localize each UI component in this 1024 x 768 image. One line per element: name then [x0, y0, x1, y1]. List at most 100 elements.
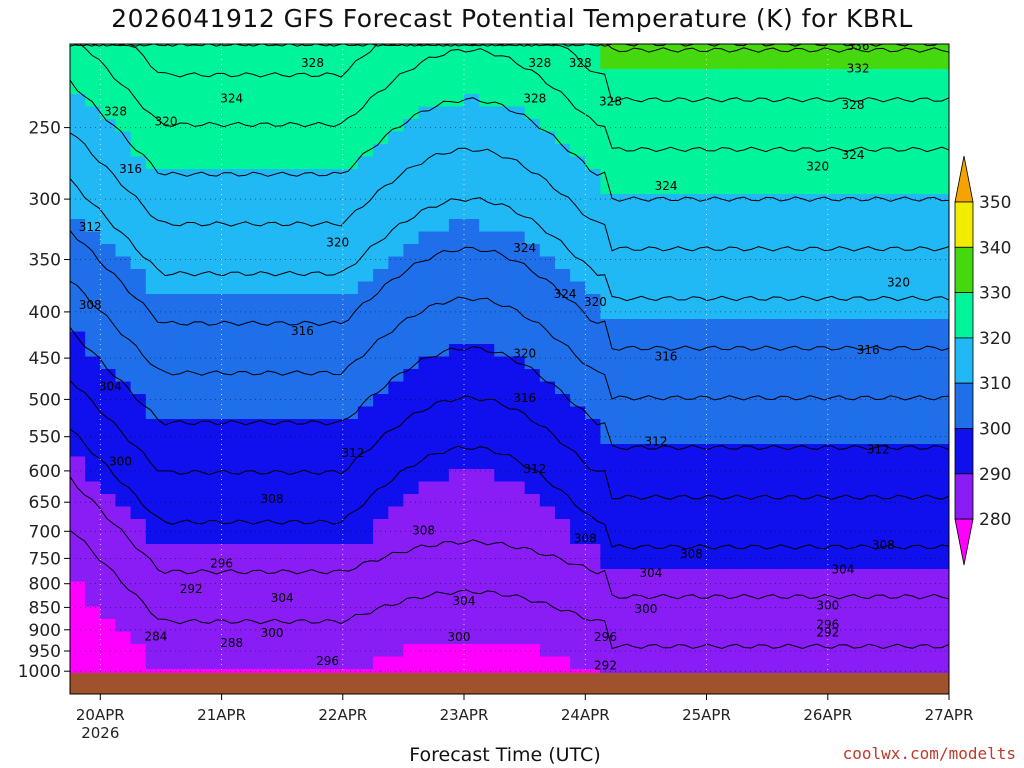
field-cell [388, 356, 405, 370]
field-cell [70, 369, 86, 383]
field-cell [782, 606, 799, 620]
field-cell [448, 606, 465, 620]
field-cell [418, 194, 435, 208]
field-cell [236, 256, 253, 270]
field-cell [176, 119, 192, 133]
field-cell [903, 344, 920, 358]
field-cell [676, 144, 692, 158]
field-cell [282, 406, 298, 420]
field-cell [842, 594, 859, 608]
field-cell [691, 519, 708, 533]
field-cell [827, 344, 844, 358]
contour-label: 296 [816, 618, 839, 632]
field-cell [827, 281, 844, 295]
field-cell [630, 444, 647, 458]
field-cell [282, 81, 298, 95]
y-tick-label: 250 [29, 119, 61, 139]
field-cell [767, 94, 783, 108]
field-cell [721, 169, 738, 183]
field-cell [706, 556, 723, 570]
field-cell [342, 269, 359, 283]
field-cell [645, 356, 662, 370]
field-cell [282, 344, 298, 358]
field-cell [176, 506, 192, 520]
field-cell [145, 44, 162, 58]
field-cell [464, 394, 480, 408]
field-cell [752, 231, 768, 245]
field-cell [130, 369, 147, 383]
field-cell [645, 369, 662, 383]
field-cell [312, 294, 329, 308]
field-cell [494, 644, 511, 658]
field-cell [645, 419, 662, 433]
field-cell [342, 594, 359, 608]
field-cell [236, 656, 253, 670]
field-cell [479, 619, 495, 633]
field-cell [858, 569, 874, 583]
field-cell [858, 181, 874, 195]
field-cell [736, 144, 753, 158]
field-cell [70, 619, 86, 633]
field-cell [842, 619, 859, 633]
field-cell [115, 294, 132, 308]
field-cell [100, 244, 117, 258]
y-tick-label: 450 [29, 349, 61, 369]
field-cell [509, 244, 526, 258]
field-cell [782, 619, 799, 633]
field-cell [524, 369, 541, 383]
field-cell [479, 244, 495, 258]
field-cell [327, 256, 344, 270]
contour-line [70, 230, 949, 351]
field-cell [827, 619, 844, 633]
field-cell [903, 369, 920, 383]
field-cell [388, 319, 405, 333]
field-cell [797, 144, 814, 158]
field-cell [736, 256, 753, 270]
field-cell [100, 294, 117, 308]
field-cell [115, 81, 132, 95]
field-cell [827, 269, 844, 283]
field-cell [676, 656, 692, 670]
field-cell [873, 231, 889, 245]
field-cell [115, 219, 132, 233]
field-cell [661, 194, 677, 208]
field-cell [373, 81, 389, 95]
field-cell [812, 231, 829, 245]
field-cell [267, 281, 283, 295]
field-cell [388, 281, 405, 295]
field-cell [539, 456, 556, 470]
contour-label: 312 [867, 442, 890, 456]
field-cell [645, 81, 662, 95]
field-cell [812, 419, 829, 433]
field-cell [357, 656, 374, 670]
contour-line [72, 44, 949, 53]
field-cell [797, 444, 814, 458]
field-cell [100, 131, 117, 145]
field-cell [600, 281, 617, 295]
field-cell [630, 394, 647, 408]
field-cell [555, 319, 571, 333]
field-cell [312, 344, 329, 358]
field-cell [206, 81, 223, 95]
field-cell [615, 644, 632, 658]
field-cell [115, 269, 132, 283]
field-cell [858, 69, 874, 83]
field-cell [221, 544, 238, 558]
field-cell [706, 169, 723, 183]
field-cell [736, 56, 753, 70]
field-cell [388, 456, 405, 470]
field-cell [176, 606, 192, 620]
field-cell [312, 394, 329, 408]
field-cell [903, 569, 920, 583]
field-cell [494, 194, 511, 208]
field-cell [206, 444, 223, 458]
field-cell [676, 169, 692, 183]
field-cell [342, 481, 359, 495]
credit-link[interactable]: coolwx.com/modelts [842, 744, 1016, 763]
field-cell [145, 306, 162, 320]
field-cell [267, 306, 283, 320]
field-cell [342, 444, 359, 458]
field-cell [251, 269, 268, 283]
field-cell [130, 331, 147, 345]
field-cell [691, 131, 708, 145]
